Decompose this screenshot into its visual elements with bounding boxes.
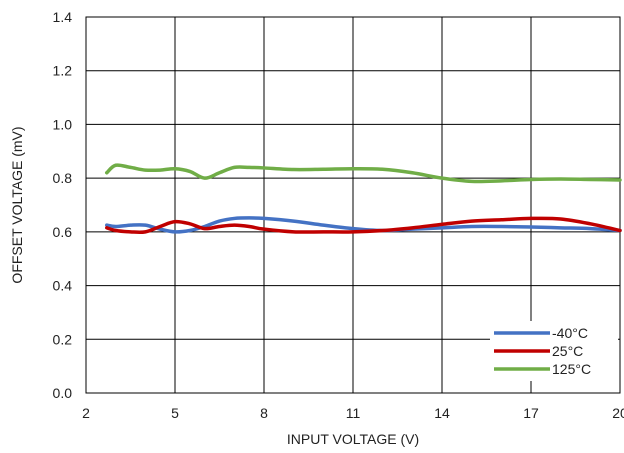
legend-label: -40°C (552, 325, 588, 341)
x-tick-label: 14 (434, 405, 450, 421)
legend: -40°C 25°C 125°C (490, 321, 618, 381)
y-tick-label: 0.0 (53, 385, 73, 401)
plot-frame (85, 16, 621, 394)
y-tick-label: 1.2 (53, 63, 73, 79)
x-tick-label: 2 (82, 405, 90, 421)
x-tick-labels: 2 5 8 11 14 17 20 (82, 405, 624, 421)
x-tick-label: 8 (260, 405, 268, 421)
x-axis-label: INPUT VOLTAGE (V) (287, 431, 419, 447)
series-line-0 (105, 216, 622, 234)
y-tick-label: 1.4 (53, 9, 73, 25)
y-axis-label: OFFSET VOLTAGE (mV) (9, 126, 25, 283)
series-line-2 (105, 163, 622, 184)
legend-label: 25°C (552, 343, 583, 359)
y-tick-label: 1.0 (53, 116, 73, 132)
y-tick-label: 0.2 (53, 331, 73, 347)
series-lines (105, 163, 622, 235)
x-tick-label: 17 (523, 405, 539, 421)
y-tick-label: 0.8 (53, 170, 73, 186)
x-tick-label: 11 (346, 405, 361, 421)
x-tick-label: 5 (171, 405, 179, 421)
series-line-1 (105, 216, 622, 235)
y-tick-label: 0.4 (53, 278, 73, 294)
x-tick-label: 20 (612, 405, 624, 421)
y-tick-label: 0.6 (53, 224, 73, 240)
y-tick-labels: 0.0 0.2 0.4 0.6 0.8 1.0 1.2 1.4 (53, 9, 73, 401)
legend-label: 125°C (552, 361, 591, 377)
